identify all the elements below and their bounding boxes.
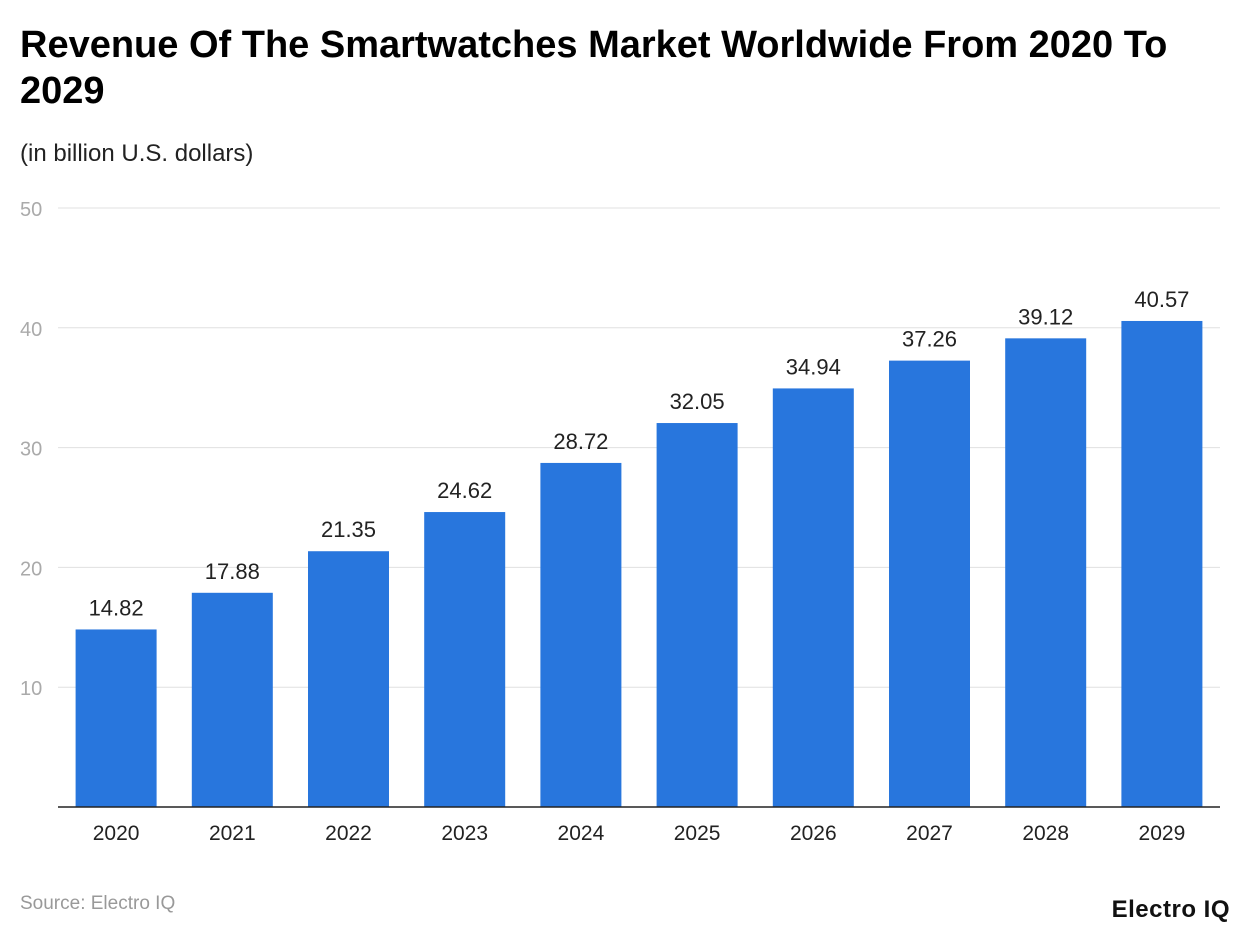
data-label: 40.57: [1134, 287, 1189, 312]
chart-subtitle: (in billion U.S. dollars): [20, 140, 254, 167]
bar: [308, 551, 389, 807]
data-label: 37.26: [902, 327, 957, 352]
bar: [424, 512, 506, 807]
data-label: 14.82: [89, 595, 144, 620]
data-label: 24.62: [437, 478, 492, 503]
x-tick-label: 2021: [209, 822, 256, 845]
bar: [656, 423, 738, 807]
x-tick-label: 2023: [441, 822, 488, 845]
x-tick-label: 2024: [558, 822, 605, 845]
bar: [1005, 338, 1087, 807]
x-tick-label: 2029: [1139, 822, 1186, 845]
data-label: 32.05: [670, 389, 725, 414]
chart-title: Revenue Of The Smartwatches Market World…: [20, 24, 1168, 112]
source-note: Source: Electro IQ: [20, 893, 176, 914]
data-label: 28.72: [553, 429, 608, 454]
data-label: 34.94: [786, 354, 841, 379]
bar: [772, 388, 854, 807]
x-tick-label: 2025: [674, 822, 721, 845]
bar: [191, 592, 273, 807]
bar: [889, 360, 970, 807]
data-label: 39.12: [1018, 304, 1073, 329]
bar: [540, 462, 622, 807]
bar: [75, 629, 157, 807]
x-tick-label: 2026: [790, 822, 837, 845]
x-tick-label: 2027: [906, 822, 953, 845]
data-label: 17.88: [205, 559, 260, 584]
data-label: 21.35: [321, 517, 376, 542]
y-tick-label: 20: [20, 558, 42, 580]
x-tick-label: 2020: [93, 822, 140, 845]
brand-logo: Electro IQ: [1111, 896, 1230, 923]
y-tick-label: 10: [20, 678, 42, 700]
x-tick-label: 2022: [325, 822, 372, 845]
y-tick-label: 40: [20, 319, 42, 341]
x-tick-label: 2028: [1022, 822, 1069, 845]
y-tick-label: 50: [20, 199, 42, 221]
bar: [1121, 320, 1203, 807]
y-tick-label: 30: [20, 439, 42, 461]
